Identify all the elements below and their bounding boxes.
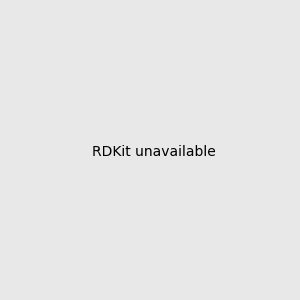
Text: RDKit unavailable: RDKit unavailable xyxy=(92,145,216,158)
